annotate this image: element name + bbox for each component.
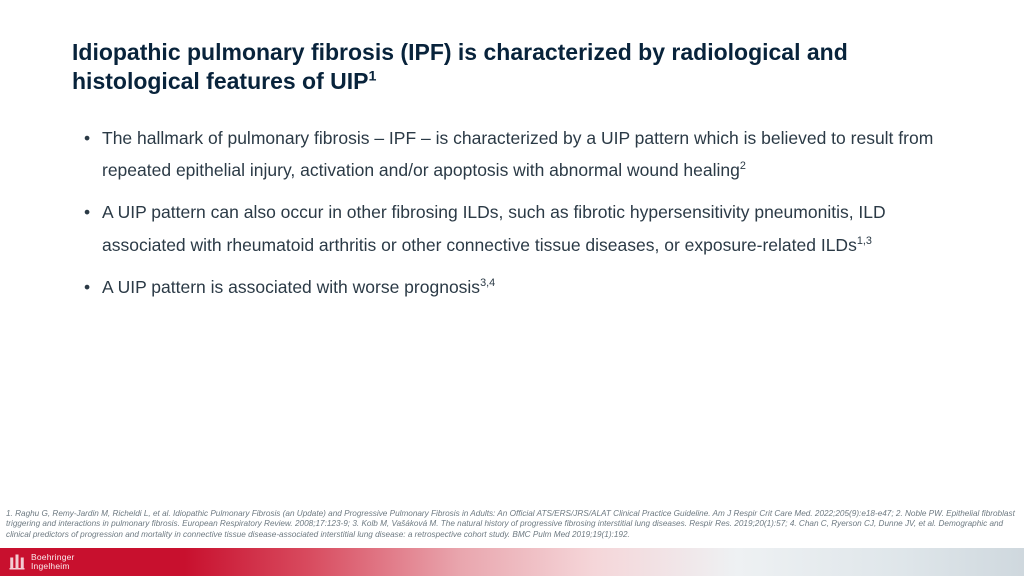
brand-line2: Ingelheim bbox=[31, 561, 70, 571]
bullet-superscript: 1,3 bbox=[857, 235, 872, 247]
references-text: 1. Raghu G, Remy-Jardin M, Richeldi L, e… bbox=[6, 509, 1018, 541]
brand-logo: Boehringer Ingelheim bbox=[8, 551, 75, 573]
brand-mark-icon bbox=[8, 553, 26, 571]
slide: Idiopathic pulmonary fibrosis (IPF) is c… bbox=[0, 0, 1024, 576]
title-text: Idiopathic pulmonary fibrosis (IPF) is c… bbox=[72, 39, 848, 94]
bullet-item: A UIP pattern can also occur in other fi… bbox=[90, 196, 952, 261]
brand-name: Boehringer Ingelheim bbox=[31, 553, 75, 571]
bullet-item: A UIP pattern is associated with worse p… bbox=[90, 271, 952, 303]
bullet-superscript: 2 bbox=[740, 160, 746, 172]
bullet-text: A UIP pattern is associated with worse p… bbox=[102, 277, 480, 297]
bullet-item: The hallmark of pulmonary fibrosis – IPF… bbox=[90, 122, 952, 187]
title-superscript: 1 bbox=[369, 68, 377, 84]
slide-title: Idiopathic pulmonary fibrosis (IPF) is c… bbox=[72, 38, 952, 96]
footer-bar: Boehringer Ingelheim bbox=[0, 548, 1024, 576]
bullet-superscript: 3,4 bbox=[480, 277, 495, 289]
bullet-list: The hallmark of pulmonary fibrosis – IPF… bbox=[72, 122, 952, 304]
bullet-text: The hallmark of pulmonary fibrosis – IPF… bbox=[102, 128, 933, 180]
bullet-text: A UIP pattern can also occur in other fi… bbox=[102, 202, 886, 254]
